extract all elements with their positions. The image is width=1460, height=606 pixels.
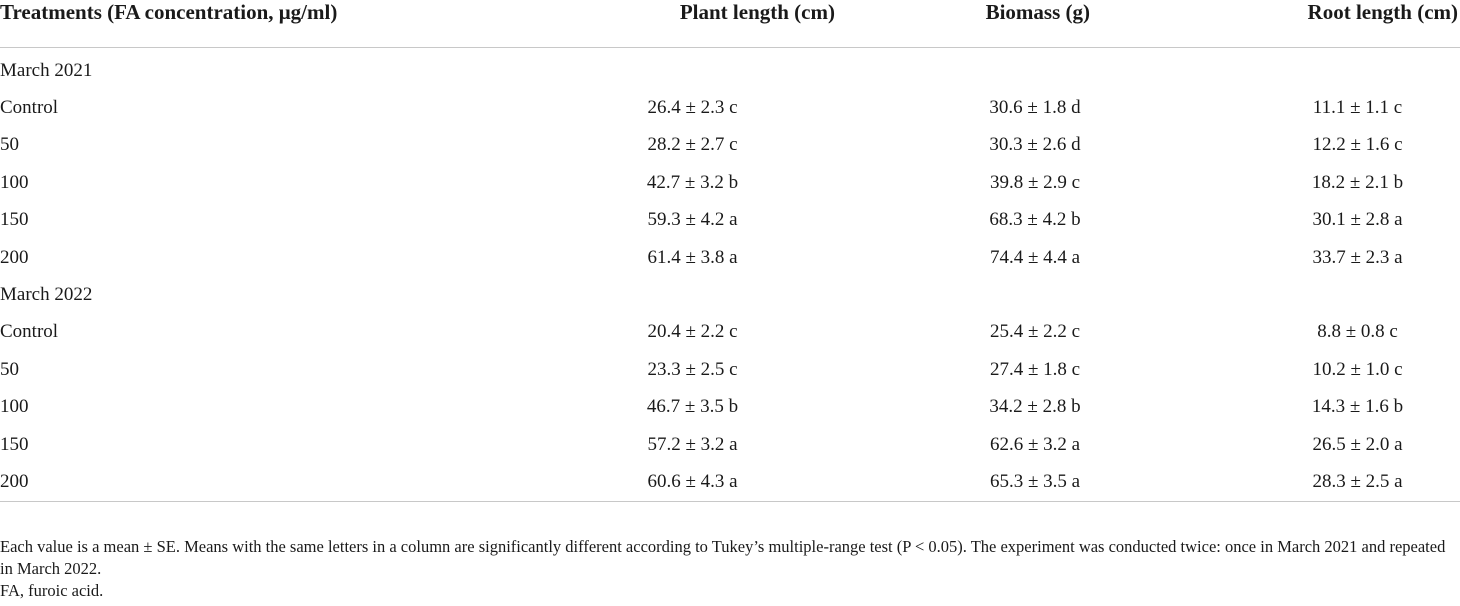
results-table-container: Treatments (FA concentration, μg/ml) Pla… (0, 0, 1460, 502)
table-body: March 2021 Control 26.4 ± 2.3 c 30.6 ± 1… (0, 48, 1460, 502)
treatment-cell: Control (0, 97, 59, 119)
table-header: Treatments (FA concentration, μg/ml) Pla… (0, 0, 1460, 48)
group-label: March 2022 (0, 284, 93, 306)
treatment-cell: 150 (0, 433, 29, 455)
header-biomass: Biomass (g) (865, 0, 1205, 48)
root-length-cell: 11.1 ± 1.1 c (1312, 97, 1403, 119)
table-row: 150 59.3 ± 4.2 a 68.3 ± 4.2 b 30.1 ± 2.8… (0, 202, 1460, 239)
biomass-cell: 25.4 ± 2.2 c (989, 321, 1081, 343)
plant-length-cell: 61.4 ± 3.8 a (647, 246, 738, 268)
root-length-cell: 12.2 ± 1.6 c (1312, 134, 1403, 156)
root-length-cell: 30.1 ± 2.8 a (1312, 209, 1403, 231)
root-length-cell: 8.8 ± 0.8 c (1317, 321, 1398, 343)
root-length-cell: 14.3 ± 1.6 b (1311, 396, 1404, 418)
table-footnotes: Each value is a mean ± SE. Means with th… (0, 536, 1458, 602)
group-label: March 2021 (0, 59, 93, 81)
root-length-cell: 18.2 ± 2.1 b (1311, 171, 1404, 193)
plant-length-cell: 59.3 ± 4.2 a (647, 209, 738, 231)
biomass-cell: 34.2 ± 2.8 b (989, 396, 1081, 418)
table-row: 100 42.7 ± 3.2 b 39.8 ± 2.9 c 18.2 ± 2.1… (0, 164, 1460, 201)
plant-length-cell: 60.6 ± 4.3 a (520, 463, 865, 502)
root-length-cell: 33.7 ± 2.3 a (1312, 246, 1403, 268)
root-length-cell: 26.5 ± 2.0 a (1312, 433, 1403, 455)
table-row: 50 23.3 ± 2.5 c 27.4 ± 1.8 c 10.2 ± 1.0 … (0, 351, 1460, 388)
plant-length-cell: 46.7 ± 3.5 b (646, 396, 739, 418)
treatment-cell: 50 (0, 358, 19, 380)
biomass-cell: 68.3 ± 4.2 b (989, 209, 1081, 231)
biomass-cell: 30.6 ± 1.8 d (989, 97, 1081, 119)
biomass-cell: 74.4 ± 4.4 a (989, 246, 1081, 268)
plant-length-cell: 23.3 ± 2.5 c (647, 358, 738, 380)
plant-length-cell: 42.7 ± 3.2 b (646, 171, 739, 193)
treatment-cell: 150 (0, 209, 29, 231)
treatment-cell: 50 (0, 134, 19, 156)
header-treatments: Treatments (FA concentration, μg/ml) (0, 0, 520, 48)
plant-length-cell: 28.2 ± 2.7 c (647, 134, 738, 156)
root-length-cell: 10.2 ± 1.0 c (1312, 358, 1403, 380)
group-row-march-2021: March 2021 (0, 48, 1460, 90)
biomass-cell: 30.3 ± 2.6 d (989, 134, 1081, 156)
plant-length-cell: 20.4 ± 2.2 c (647, 321, 738, 343)
table-row: 150 57.2 ± 3.2 a 62.6 ± 3.2 a 26.5 ± 2.0… (0, 426, 1460, 463)
biomass-cell: 39.8 ± 2.9 c (989, 171, 1081, 193)
treatment-cell: Control (0, 321, 59, 343)
footnote-statistics: Each value is a mean ± SE. Means with th… (0, 537, 1446, 578)
header-root-length: Root length (cm) (1205, 0, 1460, 48)
footnote-abbreviation: FA, furoic acid. (0, 581, 104, 600)
plant-length-cell: 57.2 ± 3.2 a (647, 433, 738, 455)
plant-length-cell: 26.4 ± 2.3 c (647, 97, 738, 119)
table-row: 100 46.7 ± 3.5 b 34.2 ± 2.8 b 14.3 ± 1.6… (0, 389, 1460, 426)
treatment-cell: 100 (0, 171, 29, 193)
header-row: Treatments (FA concentration, μg/ml) Pla… (0, 0, 1460, 48)
table-row: Control 20.4 ± 2.2 c 25.4 ± 2.2 c 8.8 ± … (0, 314, 1460, 351)
treatment-cell: 100 (0, 396, 29, 418)
treatment-cell: 200 (0, 246, 29, 268)
biomass-cell: 65.3 ± 3.5 a (865, 463, 1205, 502)
table-row: Control 26.4 ± 2.3 c 30.6 ± 1.8 d 11.1 ±… (0, 89, 1460, 126)
treatment-cell: 200 (0, 463, 520, 502)
results-table: Treatments (FA concentration, μg/ml) Pla… (0, 0, 1460, 502)
group-row-march-2022: March 2022 (0, 276, 1460, 313)
table-row: 200 60.6 ± 4.3 a 65.3 ± 3.5 a 28.3 ± 2.5… (0, 463, 1460, 502)
header-plant-length: Plant length (cm) (520, 0, 865, 48)
table-row: 50 28.2 ± 2.7 c 30.3 ± 2.6 d 12.2 ± 1.6 … (0, 127, 1460, 164)
biomass-cell: 62.6 ± 3.2 a (989, 433, 1081, 455)
table-row: 200 61.4 ± 3.8 a 74.4 ± 4.4 a 33.7 ± 2.3… (0, 239, 1460, 276)
biomass-cell: 27.4 ± 1.8 c (989, 358, 1081, 380)
root-length-cell: 28.3 ± 2.5 a (1205, 463, 1460, 502)
